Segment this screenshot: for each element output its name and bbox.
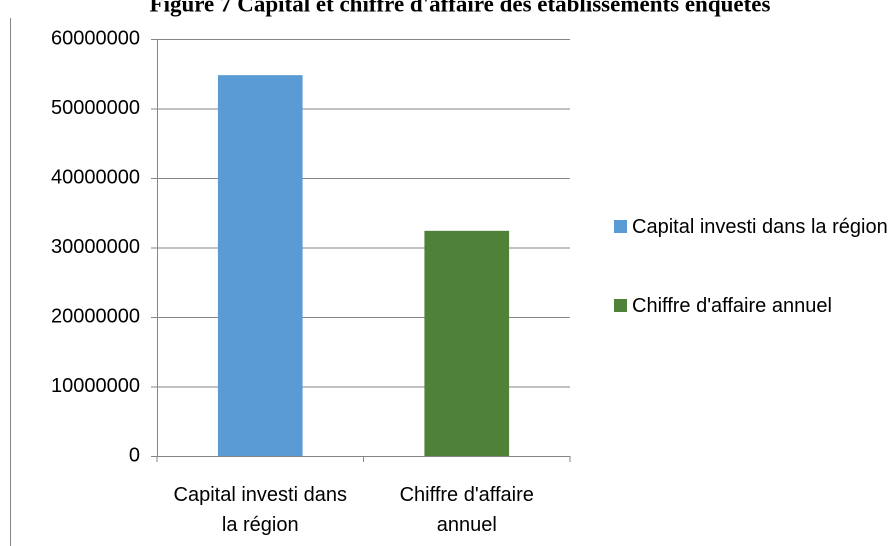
chart-title: Figure 7 Capital et chiffre d'affaire de… <box>150 0 771 16</box>
legend-swatch <box>614 299 627 312</box>
legend-swatch <box>614 220 627 233</box>
y-tick-label: 50000000 <box>51 97 140 119</box>
x-tick-label-box: Chiffre d'affaire annuel <box>399 484 534 536</box>
y-tick-label: 20000000 <box>51 305 140 327</box>
y-tick-label: 0 <box>129 444 140 466</box>
bar <box>217 75 303 456</box>
x-tick-label-box: Capital investi dans la région <box>173 484 347 536</box>
legend-label: Capital investi dans la région <box>632 216 888 238</box>
legend-label-box: Capital investi dans la région <box>632 216 888 238</box>
legend-label: Chiffre d'affaire annuel <box>632 295 832 317</box>
x-tick-label: Chiffre d'affaire annuel <box>399 484 534 536</box>
y-tick-label: 60000000 <box>51 27 140 49</box>
y-tick-label: 30000000 <box>51 236 140 258</box>
y-tick-label: 10000000 <box>51 375 140 397</box>
legend-label-box: Chiffre d'affaire annuel <box>632 295 832 317</box>
x-tick-label: Capital investi dans la région <box>173 484 347 536</box>
y-tick-label: 40000000 <box>51 166 140 188</box>
bar <box>424 230 510 456</box>
